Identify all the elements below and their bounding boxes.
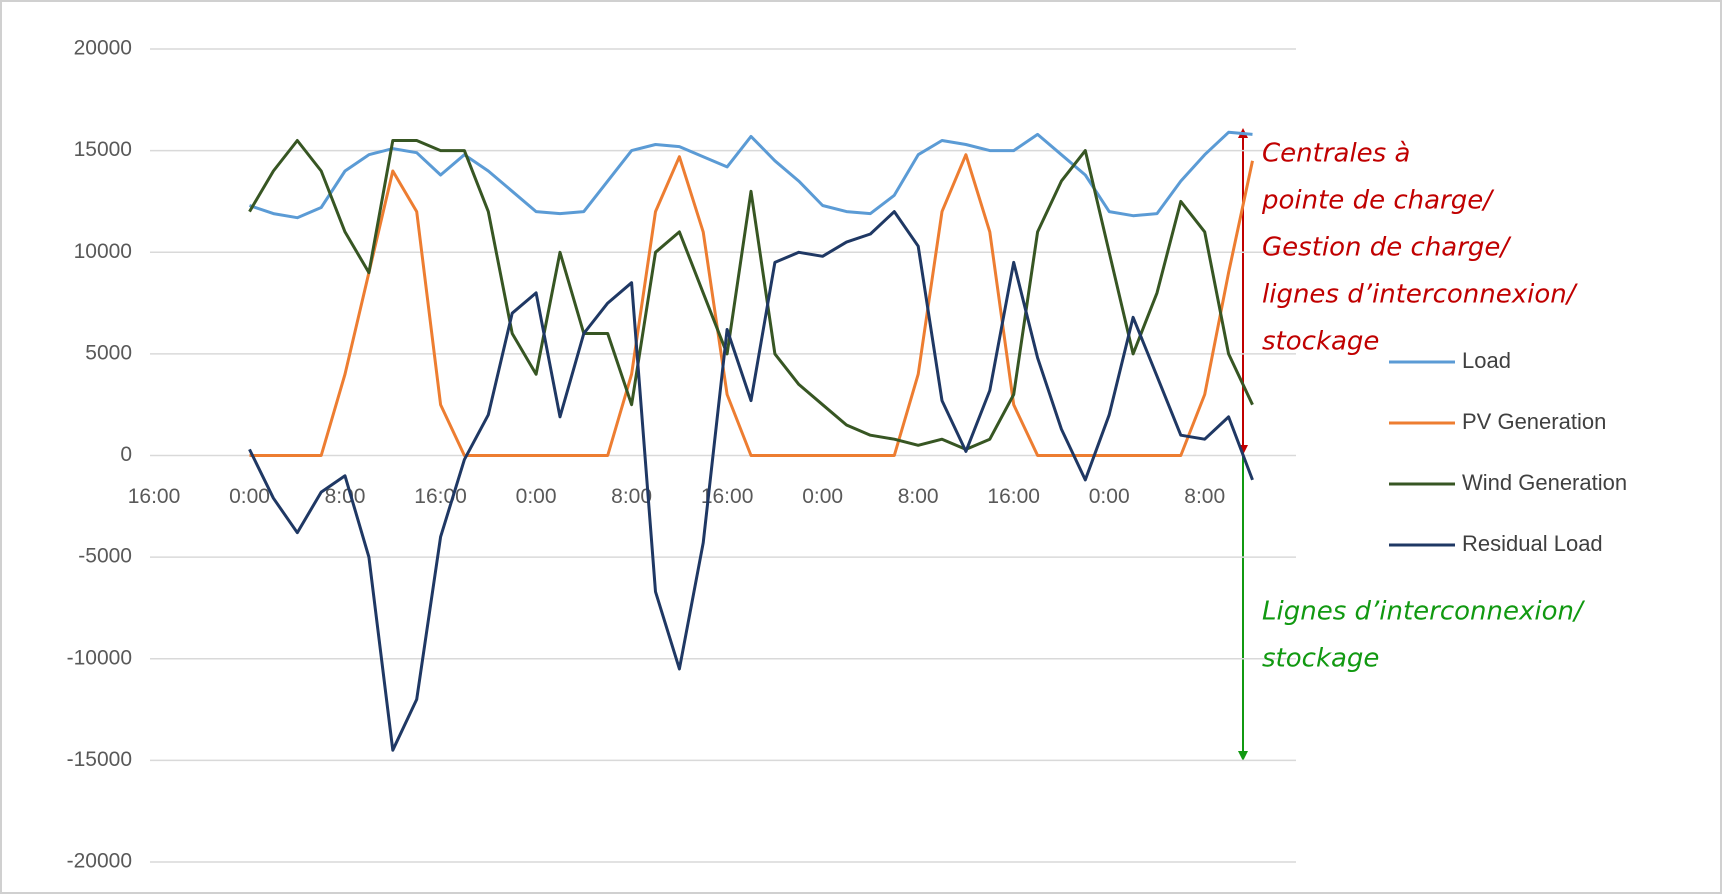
annotation-text: stockage: [1262, 644, 1379, 674]
y-tick-label: -15000: [67, 748, 132, 771]
x-tick-label: 16:00: [987, 485, 1040, 508]
y-tick-label: -10000: [67, 646, 132, 669]
legend-label: Wind Generation: [1462, 470, 1627, 495]
annotation-text: stockage: [1262, 327, 1379, 357]
y-tick-label: 20000: [74, 37, 132, 60]
x-tick-label: 0:00: [802, 485, 843, 508]
series-line: [249, 130, 1253, 220]
series-line: [248, 210, 1254, 752]
x-tick-label: 8:00: [325, 485, 366, 508]
series-line: [249, 153, 1254, 457]
x-tick-label: 8:00: [611, 485, 652, 508]
y-tick-label: 15000: [74, 138, 132, 161]
x-tick-label: 8:00: [898, 485, 939, 508]
y-tick-label: -20000: [67, 850, 132, 873]
x-tick-label: 16:00: [128, 485, 181, 508]
annotation-text: Lignes d’interconnexion/: [1262, 597, 1586, 627]
y-tick-label: -5000: [78, 545, 132, 568]
x-tick-label: 8:00: [1184, 485, 1225, 508]
x-tick-label: 16:00: [414, 485, 467, 508]
legend-label: PV Generation: [1462, 409, 1606, 434]
x-tick-label: 16:00: [701, 485, 754, 508]
annotation-text: Gestion de charge/: [1262, 233, 1512, 263]
y-tick-label: 5000: [85, 341, 132, 364]
y-tick-label: 10000: [74, 240, 132, 263]
annotation-text: pointe de charge/: [1261, 186, 1495, 216]
annotation-text: Centrales à: [1262, 139, 1410, 169]
series-line: [248, 139, 1254, 451]
annotation-text: lignes d’interconnexion/: [1262, 280, 1579, 310]
y-tick-label: 0: [120, 443, 132, 466]
x-tick-label: 0:00: [229, 485, 270, 508]
x-tick-label: 0:00: [1089, 485, 1130, 508]
legend-label: Residual Load: [1462, 531, 1603, 556]
x-tick-label: 0:00: [516, 485, 557, 508]
legend-label: Load: [1462, 348, 1511, 373]
